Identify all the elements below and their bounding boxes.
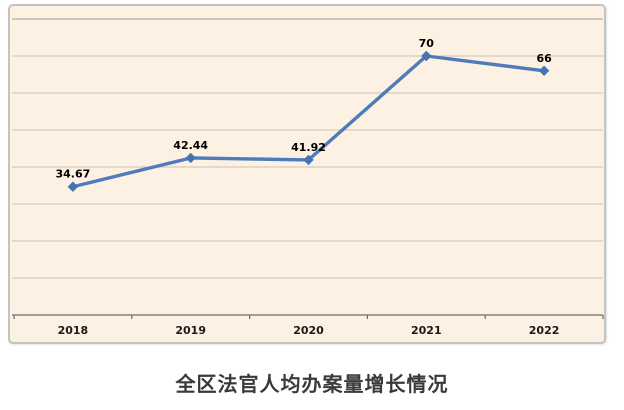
- data-point-marker: [303, 154, 314, 166]
- data-point-marker: [67, 181, 79, 192]
- chart-title: 全区法官人均办案量增长情况: [175, 372, 449, 396]
- x-axis-label: 2018: [58, 324, 89, 337]
- data-label: 34.67: [56, 168, 91, 181]
- x-axis-label: 2019: [175, 324, 206, 337]
- data-point-marker: [421, 50, 432, 62]
- data-label: 66: [536, 52, 552, 65]
- x-axis-label: 2020: [293, 324, 324, 337]
- data-point-marker: [185, 152, 196, 164]
- data-point-marker: [538, 65, 550, 76]
- line-chart-frame: 34.67 2018 42.44 2019 41.92 2020 70 2021 66 2022: [8, 4, 606, 344]
- data-label: 42.44: [173, 139, 208, 152]
- plot-area: 34.67 2018 42.44 2019 41.92 2020 70 2021 66 2022: [12, 18, 604, 337]
- x-axis-label: 2022: [529, 324, 560, 337]
- x-axis-label: 2021: [411, 324, 442, 337]
- data-label: 41.92: [291, 141, 326, 154]
- data-label: 70: [419, 37, 435, 50]
